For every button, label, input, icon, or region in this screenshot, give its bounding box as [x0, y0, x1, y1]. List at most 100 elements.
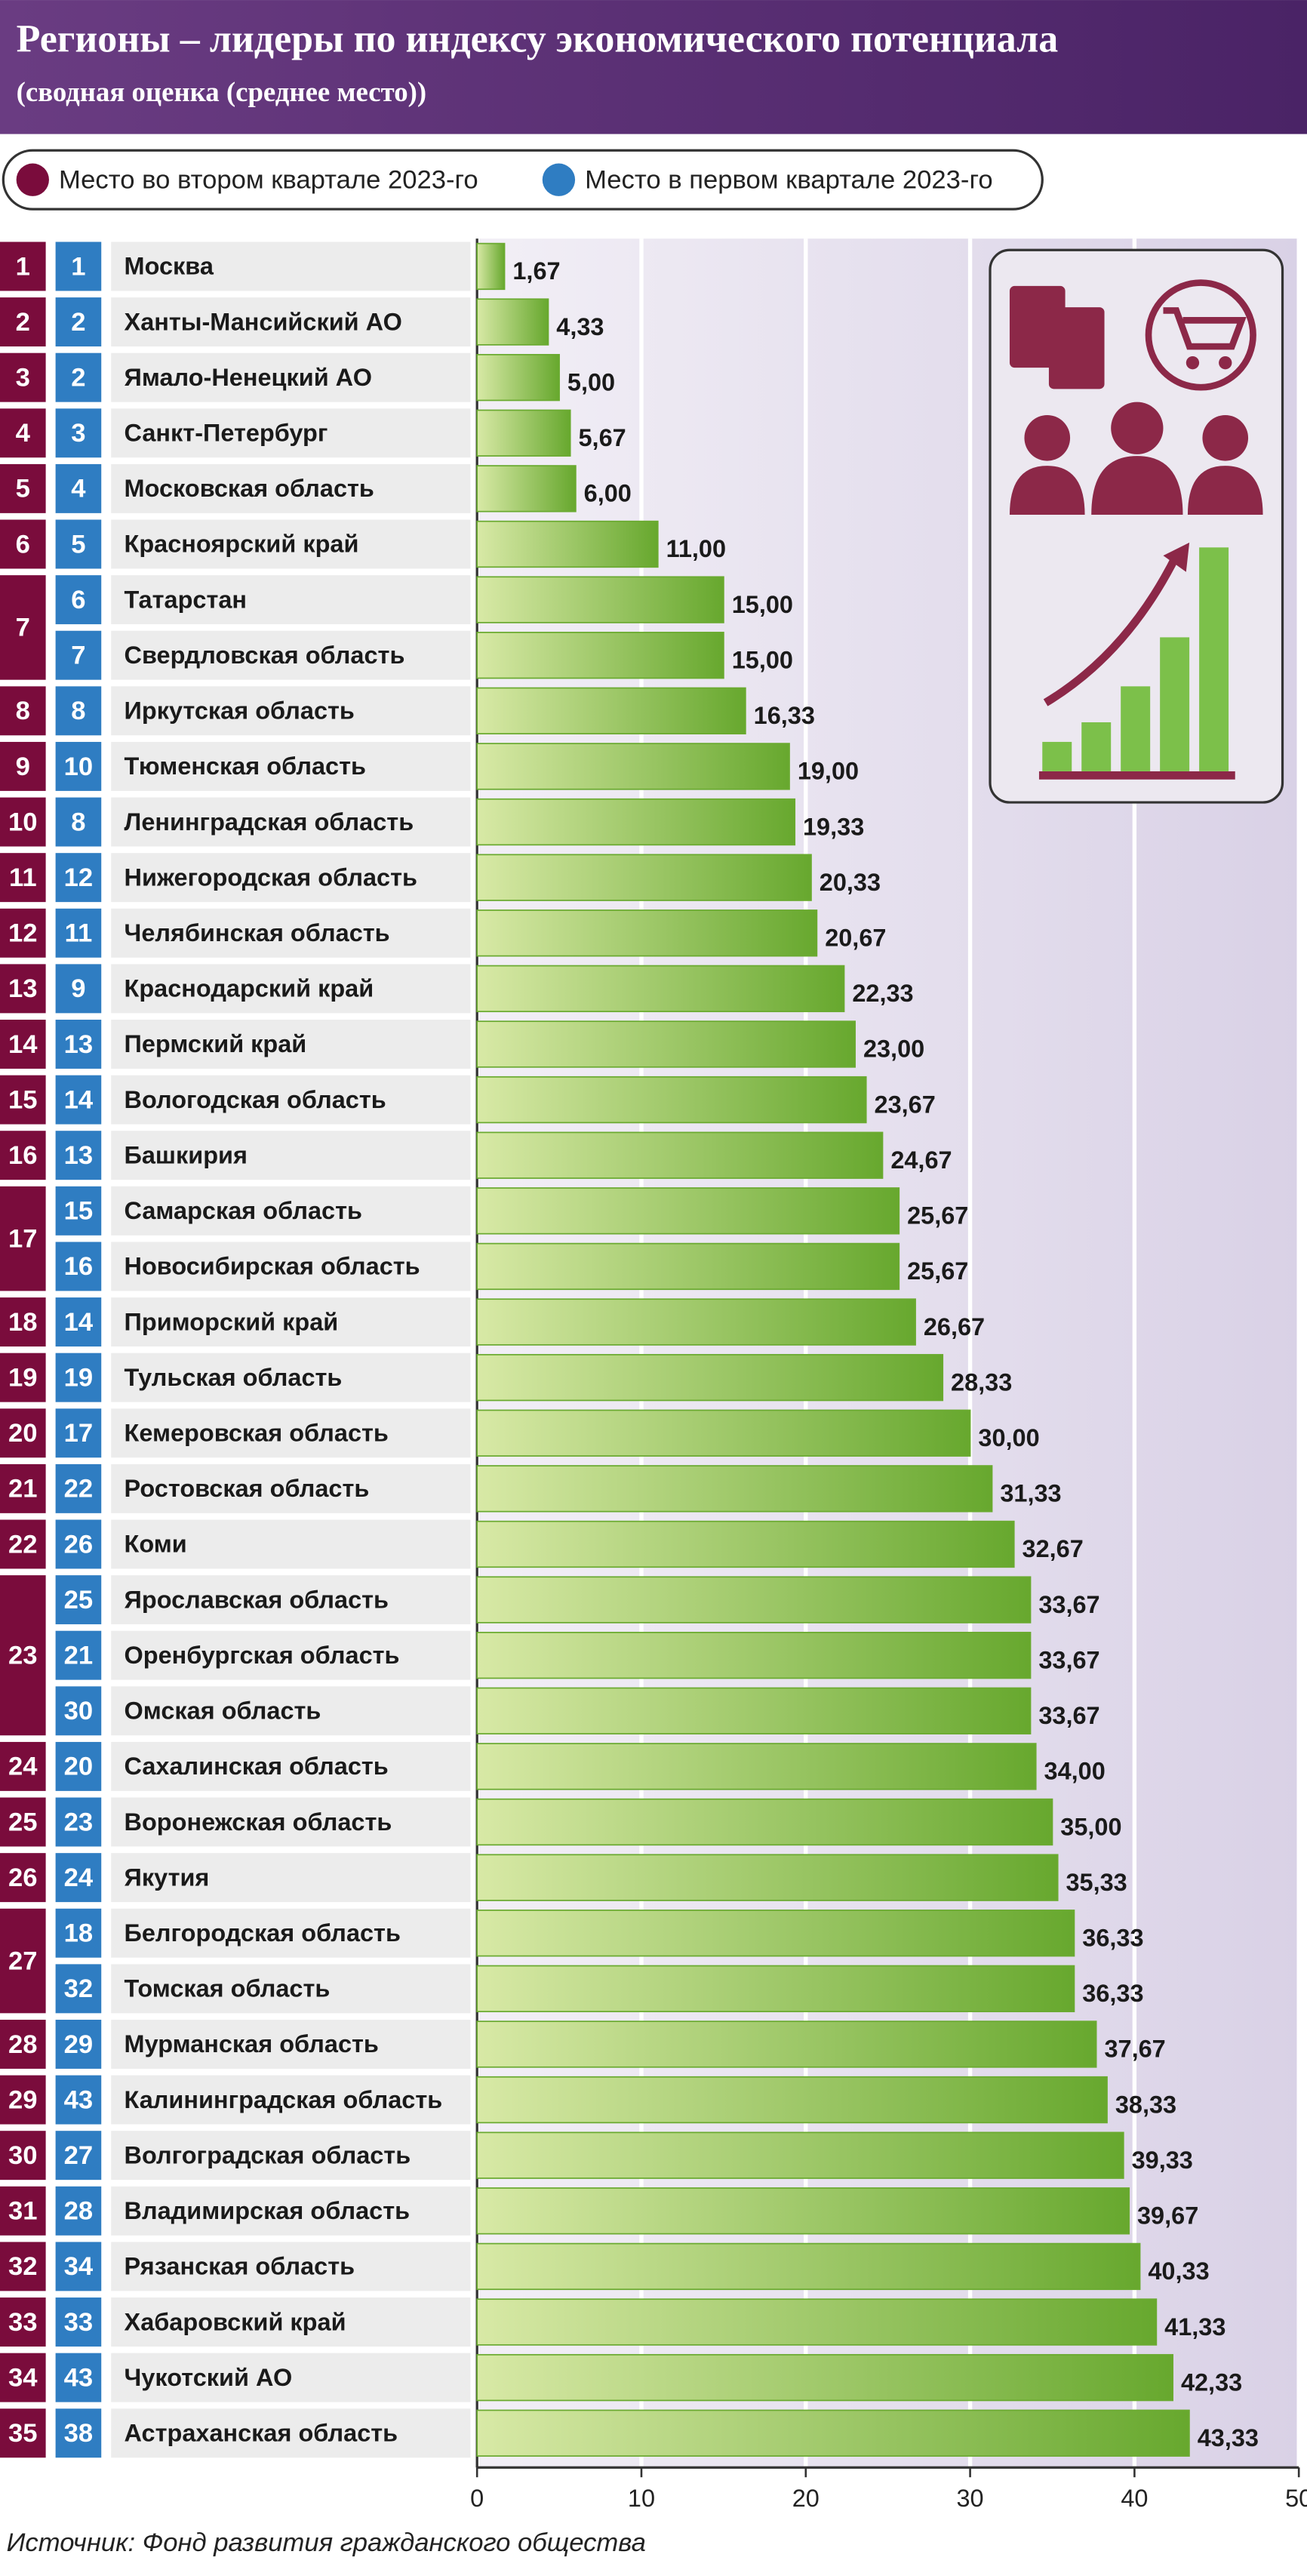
category-label: Тюменская область	[125, 752, 366, 780]
rank-q2-cell	[0, 1853, 46, 1903]
value-label: 5,00	[567, 368, 615, 395]
rank-q2-label: 26	[8, 1864, 38, 1892]
rank-q2-label: 35	[8, 2419, 38, 2448]
category-cell	[111, 1575, 471, 1625]
rank-q2-label: 30	[8, 2141, 38, 2170]
category-label: Владимирская область	[125, 2197, 411, 2224]
rank-q1-label: 33	[64, 2308, 94, 2337]
rank-q2-label: 28	[8, 2030, 38, 2059]
rank-q2-label: 16	[8, 1141, 38, 1170]
rank-q1-label: 12	[64, 863, 94, 892]
rank-q1-label: 24	[64, 1864, 94, 1892]
legend-box	[2, 149, 1044, 211]
category-label: Новосибирская область	[125, 1253, 420, 1280]
rank-q1-label: 29	[64, 2030, 94, 2059]
rank-q1-label: 34	[64, 2252, 94, 2281]
category-label: Калининградская область	[125, 2086, 443, 2113]
bar	[476, 2242, 1141, 2291]
rank-q2-label: 6	[16, 530, 30, 559]
value-label: 11,00	[666, 535, 726, 562]
category-cell	[111, 297, 471, 347]
bar	[476, 2409, 1190, 2457]
rank-q2-cell	[0, 297, 46, 347]
value-label: 40,33	[1148, 2257, 1209, 2285]
category-label: Челябинская область	[125, 919, 390, 946]
value-label: 6,00	[584, 480, 632, 507]
bar	[476, 409, 571, 457]
bar	[476, 242, 506, 291]
rank-q1-label: 11	[65, 919, 93, 948]
source-note: Источник: Фонд развития гражданского общ…	[7, 2528, 646, 2557]
category-label: Ленинградская область	[125, 808, 414, 836]
category-label: Ярославская область	[125, 1586, 389, 1613]
rank-q1-cell	[55, 1797, 102, 1847]
category-label: Белгородская область	[125, 1919, 401, 1947]
rank-q1-label: 18	[64, 1919, 94, 1948]
rank-q1-label: 1	[71, 252, 85, 281]
value-label: 15,00	[732, 646, 793, 673]
chart-subtitle: (сводная оценка (среднее место))	[17, 76, 426, 107]
category-cell	[111, 1630, 471, 1680]
chart-title: Регионы – лидеры по индексу экономическо…	[17, 17, 1059, 60]
value-label: 25,67	[907, 1257, 968, 1285]
bar	[476, 1076, 867, 1124]
rank-q2-label: 23	[8, 1642, 38, 1670]
rank-q2-label: 11	[9, 863, 37, 892]
rank-q1-label: 9	[71, 974, 85, 1003]
category-label: Москва	[125, 253, 214, 280]
rank-q2-cell	[0, 2186, 46, 2236]
bar	[476, 965, 845, 1013]
bar	[476, 1576, 1032, 1623]
value-label: 1,67	[512, 257, 560, 285]
rank-q1-label: 10	[64, 752, 94, 781]
value-label: 33,67	[1038, 1646, 1099, 1673]
rank-q2-cell	[0, 519, 46, 569]
rank-q1-cell	[55, 519, 102, 569]
value-label: 30,00	[978, 1424, 1039, 1451]
bar	[476, 1910, 1075, 1957]
value-label: 15,00	[732, 591, 793, 618]
value-label: 19,33	[803, 813, 864, 840]
rank-q2-label: 14	[8, 1030, 38, 1059]
rank-q1-cell	[55, 2353, 102, 2402]
rank-q2-label: 4	[16, 419, 31, 448]
rank-q1-label: 43	[64, 2085, 94, 2114]
rank-q1-cell	[55, 1964, 102, 2014]
value-label: 4,33	[556, 313, 604, 340]
rank-q1-cell	[55, 908, 102, 958]
rank-q2-cell	[0, 463, 46, 513]
bar	[476, 798, 796, 846]
category-label: Оренбургская область	[125, 1642, 400, 1669]
rank-q2-label: 5	[16, 475, 30, 503]
category-label: Нижегородская область	[125, 863, 417, 891]
category-cell	[111, 2019, 471, 2069]
rank-q1-cell	[55, 242, 102, 291]
rank-q1-cell	[55, 686, 102, 736]
rank-q2-cell	[0, 1797, 46, 1847]
rank-q1-cell	[55, 797, 102, 847]
category-label: Вологодская область	[125, 1086, 386, 1113]
rank-q2-cell	[0, 1297, 46, 1347]
bar	[476, 2076, 1108, 2124]
rank-q1-label: 8	[71, 697, 85, 725]
bar	[476, 1465, 993, 1513]
rank-q2-label: 32	[8, 2252, 38, 2281]
bar	[476, 854, 812, 901]
bar	[476, 632, 724, 679]
category-cell	[111, 2353, 471, 2402]
x-tick-label: 0	[470, 2485, 484, 2512]
category-cell	[111, 575, 471, 625]
rank-q1-cell	[55, 1741, 102, 1791]
bar	[476, 298, 549, 346]
rank-q1-cell	[55, 853, 102, 903]
category-label: Краснодарский край	[125, 975, 374, 1002]
category-cell	[111, 686, 471, 736]
rank-q2-cell	[0, 2131, 46, 2181]
value-label: 38,33	[1115, 2091, 1176, 2118]
rank-q1-cell	[55, 1242, 102, 1291]
category-label: Свердловская область	[125, 642, 405, 669]
rank-q2-cell	[0, 908, 46, 958]
category-cell	[111, 1297, 471, 1347]
category-label: Иркутская область	[125, 697, 355, 725]
